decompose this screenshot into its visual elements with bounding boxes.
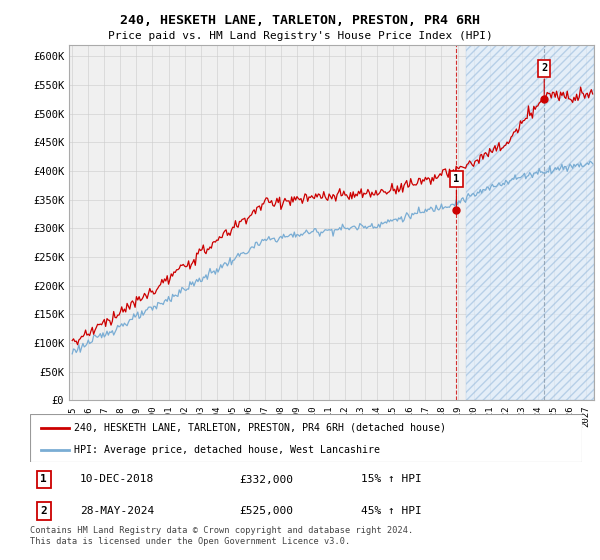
Text: 2: 2 (541, 63, 547, 73)
Text: 2: 2 (40, 506, 47, 516)
Text: 15% ↑ HPI: 15% ↑ HPI (361, 474, 422, 484)
Text: £332,000: £332,000 (240, 474, 294, 484)
Bar (466, 45, 594, 400)
Text: 10-DEC-2018: 10-DEC-2018 (80, 474, 154, 484)
Text: £525,000: £525,000 (240, 506, 294, 516)
Text: 240, HESKETH LANE, TARLETON, PRESTON, PR4 6RH (detached house): 240, HESKETH LANE, TARLETON, PRESTON, PR… (74, 423, 446, 433)
Text: HPI: Average price, detached house, West Lancashire: HPI: Average price, detached house, West… (74, 445, 380, 455)
Text: 28-MAY-2024: 28-MAY-2024 (80, 506, 154, 516)
Text: 45% ↑ HPI: 45% ↑ HPI (361, 506, 422, 516)
Text: Price paid vs. HM Land Registry's House Price Index (HPI): Price paid vs. HM Land Registry's House … (107, 31, 493, 41)
Text: 240, HESKETH LANE, TARLETON, PRESTON, PR4 6RH: 240, HESKETH LANE, TARLETON, PRESTON, PR… (120, 14, 480, 27)
Text: Contains HM Land Registry data © Crown copyright and database right 2024.
This d: Contains HM Land Registry data © Crown c… (30, 526, 413, 546)
Text: 1: 1 (453, 174, 460, 184)
Text: 1: 1 (40, 474, 47, 484)
